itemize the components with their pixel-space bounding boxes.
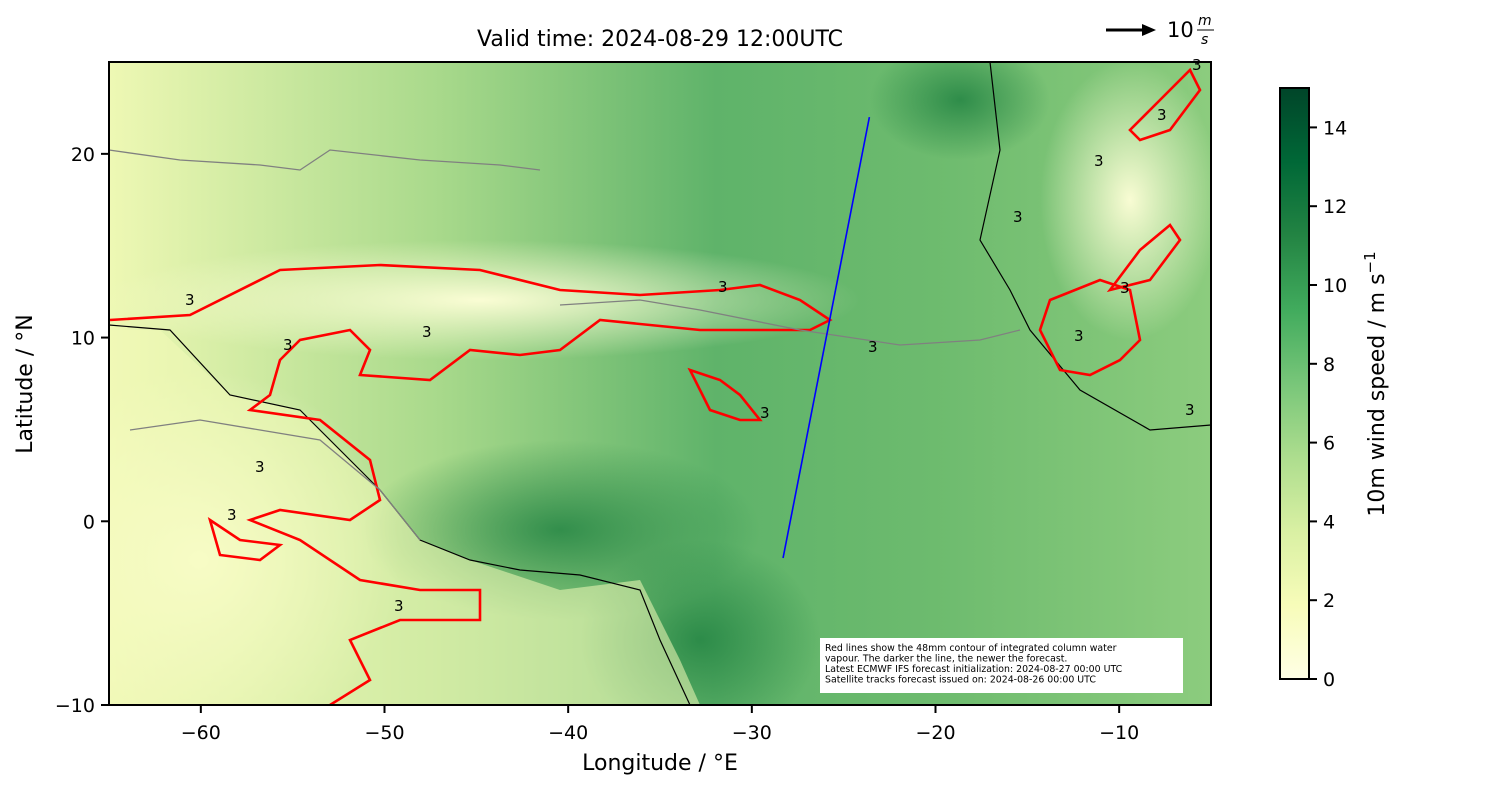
colorbar-tick-label: 10 (1323, 275, 1347, 297)
contour-label: 3 (283, 336, 293, 354)
x-tick-label: −10 (1099, 722, 1139, 744)
contour-label: 3 (1185, 401, 1195, 419)
colorbar (1279, 87, 1310, 680)
contour-label: 3 (760, 404, 770, 422)
chart-title: Valid time: 2024-08-29 12:00UTC (477, 27, 843, 52)
contour-label: 3 (1192, 56, 1202, 74)
y-tick-label: 0 (83, 511, 95, 533)
annotation-line: Satellite tracks forecast issued on: 202… (825, 675, 1096, 686)
satellite-track (782, 116, 871, 559)
contour-label: 3 (1120, 279, 1130, 297)
contour-label: 3 (227, 506, 237, 524)
colorbar-tick-label: 0 (1323, 669, 1335, 691)
x-tick-label: −20 (915, 722, 955, 744)
y-tick-label: 10 (71, 328, 95, 350)
colorbar-tick-label: 2 (1323, 590, 1335, 612)
contour-label: 3 (1074, 327, 1084, 345)
quiver-key-unit-den: s (1201, 32, 1208, 48)
colorbar-tick-label: 12 (1323, 196, 1347, 218)
contour-label: 3 (868, 338, 878, 356)
y-tick-label: 20 (71, 144, 95, 166)
y-tick-label: −10 (55, 695, 95, 717)
contour-label: 3 (422, 323, 432, 341)
colorbar-tick-label: 8 (1323, 354, 1335, 376)
contour-label: 3 (185, 291, 195, 309)
quiver-key-value: 10 (1167, 18, 1194, 42)
annotation-line: vapour. The darker the line, the newer t… (825, 654, 1067, 665)
colorbar-tick-label: 4 (1323, 511, 1335, 533)
colorbar-label-sup: −1 (1361, 251, 1379, 273)
x-tick-label: −60 (181, 722, 221, 744)
contour-label: 3 (718, 278, 728, 296)
x-tick-label: −50 (364, 722, 404, 744)
colorbar-tick-label: 14 (1323, 117, 1347, 139)
annotation-box: Red lines show the 48mm contour of integ… (820, 638, 1183, 693)
colorbar-label-text: 10m wind speed / m s (1365, 273, 1390, 516)
quiver-key: 10 m s (1106, 13, 1214, 48)
y-axis-label: Latitude / °N (13, 314, 38, 453)
annotation-line: Latest ECMWF IFS forecast initialization… (825, 664, 1123, 675)
contour-label: 3 (255, 458, 265, 476)
contour-label: 3 (1013, 208, 1023, 226)
x-tick-label: −30 (732, 722, 772, 744)
contour-label: 3 (1157, 106, 1167, 124)
quiver-key-unit-num: m (1198, 13, 1212, 29)
plot-frame (108, 61, 1212, 706)
colorbar-label: 10m wind speed / m s−1 (1361, 251, 1390, 516)
annotation-line: Red lines show the 48mm contour of integ… (825, 643, 1117, 654)
colorbar-tick-label: 6 (1323, 433, 1335, 455)
x-axis-label: Longitude / °E (582, 751, 738, 776)
x-tick-label: −40 (548, 722, 588, 744)
moisture-contours (109, 67, 1202, 705)
map-field (109, 62, 1211, 705)
contour-label: 3 (394, 597, 404, 615)
contour-label: 3 (1094, 152, 1104, 170)
